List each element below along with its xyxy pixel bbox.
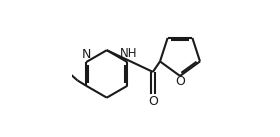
Text: O: O	[148, 95, 158, 108]
Text: O: O	[176, 75, 186, 88]
Text: N: N	[81, 48, 91, 61]
Text: NH: NH	[120, 47, 137, 60]
